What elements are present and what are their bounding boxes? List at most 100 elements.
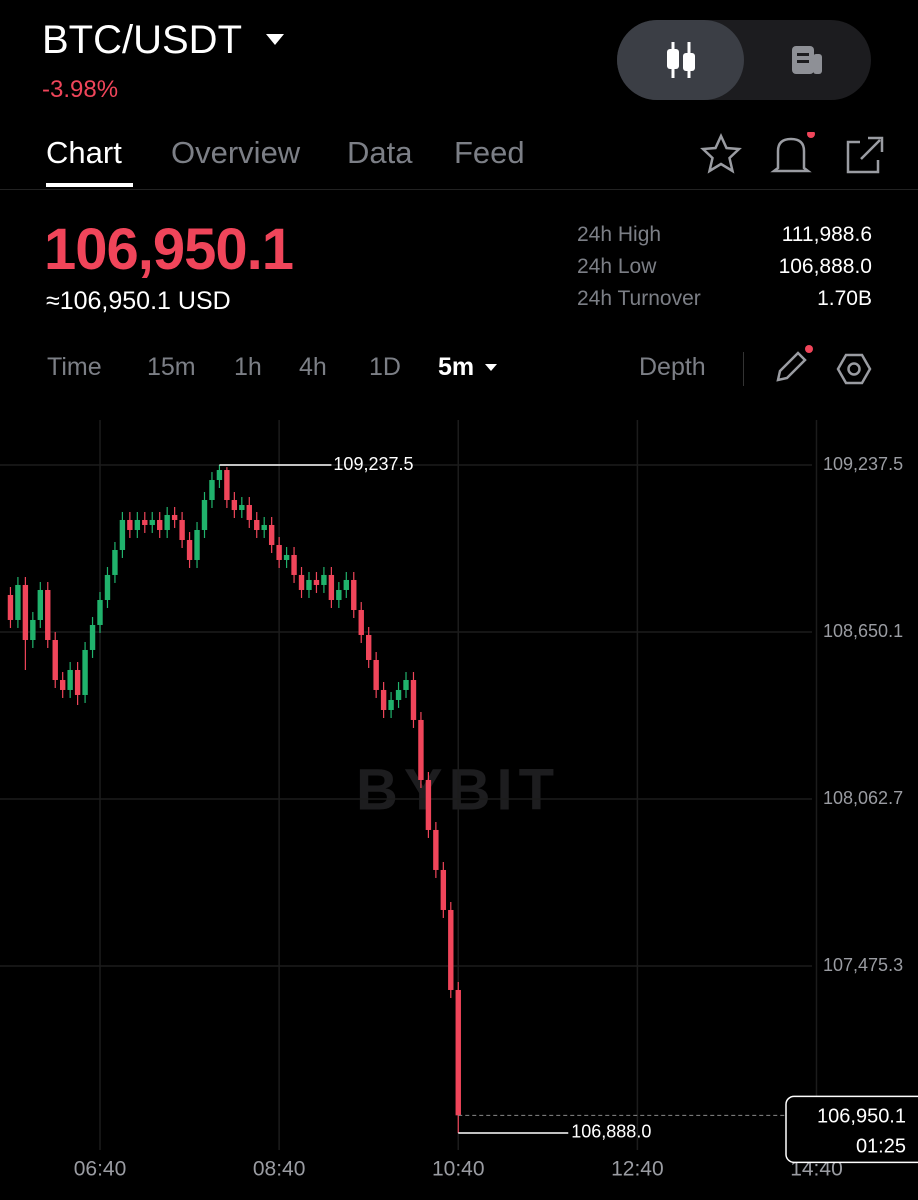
candle-body bbox=[89, 624, 96, 650]
chart-tools bbox=[776, 345, 872, 385]
alert-icon[interactable] bbox=[770, 132, 815, 173]
stat-label: 24h Low bbox=[577, 255, 657, 278]
candle-body bbox=[283, 554, 290, 560]
interval[interactable]: 4h bbox=[299, 353, 327, 381]
candle-body bbox=[276, 545, 282, 560]
stat-value: 1.70B bbox=[817, 287, 872, 310]
candle-body bbox=[343, 579, 350, 590]
separator bbox=[743, 352, 744, 386]
candle-body bbox=[358, 610, 364, 635]
view-toggle bbox=[617, 20, 871, 100]
tab[interactable]: Chart bbox=[46, 135, 122, 170]
candle-body bbox=[142, 519, 148, 525]
low-label: 106,888.0 bbox=[571, 1122, 651, 1142]
interval-dropdown[interactable] bbox=[484, 362, 498, 374]
tab[interactable]: Overview bbox=[171, 135, 301, 170]
last-price: 106,950.1 bbox=[44, 217, 294, 282]
toolbar-icons bbox=[700, 132, 884, 174]
tab[interactable]: Feed bbox=[454, 135, 525, 170]
stat-label: 24h Turnover bbox=[577, 287, 701, 310]
candle-body bbox=[380, 689, 387, 710]
depth-button[interactable]: Depth bbox=[639, 353, 706, 381]
candle-body bbox=[209, 480, 215, 501]
candle-body bbox=[321, 574, 327, 585]
share-icon[interactable] bbox=[846, 136, 884, 174]
stat-value: 106,888.0 bbox=[778, 255, 872, 278]
candle-body bbox=[410, 680, 417, 720]
watermark: BYBIT bbox=[356, 757, 560, 822]
candle-body bbox=[216, 470, 223, 481]
x-tick-label: 06:40 bbox=[74, 1158, 127, 1181]
candle-body bbox=[298, 574, 305, 590]
candle-body bbox=[455, 989, 461, 1116]
usd-price: ≈106,950.1 USD bbox=[46, 287, 231, 315]
candle-chart: BYBIT 06:40 08:40 10:40 12:40 14:40 109,237.5… bbox=[0, 420, 918, 1181]
candle-body bbox=[448, 909, 454, 990]
candle-body bbox=[7, 594, 14, 620]
candle-body bbox=[157, 519, 163, 531]
selected-interval[interactable]: 5m bbox=[438, 353, 475, 381]
x-tick-label: 12:40 bbox=[611, 1158, 664, 1181]
candle-body bbox=[74, 669, 81, 695]
candle-body bbox=[30, 619, 36, 641]
tab-indicator bbox=[46, 183, 133, 187]
candle-body bbox=[37, 589, 44, 620]
x-tick-label: 08:40 bbox=[253, 1158, 306, 1181]
candle-body bbox=[440, 869, 447, 910]
candle-body bbox=[15, 584, 21, 620]
y-tick-label: 109,237.5 bbox=[823, 454, 903, 474]
candle-body bbox=[164, 514, 170, 531]
candle-body bbox=[388, 699, 394, 710]
candle-body bbox=[433, 829, 439, 870]
candle-body bbox=[22, 584, 29, 641]
y-tick-label: 107,475.3 bbox=[823, 955, 903, 975]
divider bbox=[0, 189, 918, 190]
interval[interactable]: 1h bbox=[234, 353, 262, 381]
candle-body bbox=[201, 500, 208, 531]
candle-body bbox=[239, 505, 245, 511]
candle-body bbox=[97, 599, 103, 625]
interval[interactable]: 15m bbox=[147, 353, 196, 381]
candle-icon bbox=[667, 42, 695, 78]
candle-body bbox=[328, 574, 335, 600]
last-price-label: 106,950.1 bbox=[817, 1106, 906, 1128]
candle-body bbox=[254, 519, 260, 531]
candle-body bbox=[231, 500, 238, 511]
candle-body bbox=[171, 514, 178, 520]
last-price-box bbox=[785, 1095, 918, 1164]
interval[interactable]: 1D bbox=[369, 353, 401, 381]
candle-body bbox=[373, 659, 379, 690]
draw-tool-icon[interactable] bbox=[776, 345, 813, 382]
interval[interactable]: Time bbox=[47, 353, 102, 381]
candle-body bbox=[336, 589, 342, 600]
candle-body bbox=[194, 530, 200, 560]
x-tick-label: 10:40 bbox=[432, 1158, 485, 1181]
settings-icon[interactable] bbox=[836, 353, 872, 385]
tab[interactable]: Data bbox=[347, 135, 413, 170]
candle-body bbox=[179, 519, 185, 541]
candle-body bbox=[351, 579, 357, 611]
candle-body bbox=[246, 505, 252, 520]
news-view-button[interactable] bbox=[789, 42, 825, 78]
candle-body bbox=[59, 680, 66, 690]
candle-body bbox=[82, 649, 88, 695]
high-label: 109,237.5 bbox=[333, 454, 413, 474]
x-tick-label: 14:40 bbox=[790, 1158, 843, 1181]
candle-body bbox=[291, 554, 297, 575]
pair-dropdown[interactable] bbox=[264, 32, 286, 48]
stat-label: 24h High bbox=[577, 223, 662, 246]
pair[interactable]: BTC/USDT bbox=[42, 18, 242, 62]
chart-view-button[interactable] bbox=[617, 20, 744, 100]
countdown: 01:25 bbox=[856, 1136, 906, 1158]
candle-body bbox=[395, 689, 402, 700]
y-tick-label: 108,650.1 bbox=[823, 621, 903, 641]
candle-body bbox=[119, 519, 126, 550]
candle-body bbox=[261, 524, 267, 531]
candle-body bbox=[186, 540, 193, 560]
change: -3.98% bbox=[42, 76, 119, 103]
candle-body bbox=[134, 519, 141, 531]
candle-body bbox=[45, 589, 51, 641]
favorite-icon[interactable] bbox=[700, 132, 742, 174]
candle-body bbox=[112, 549, 118, 575]
